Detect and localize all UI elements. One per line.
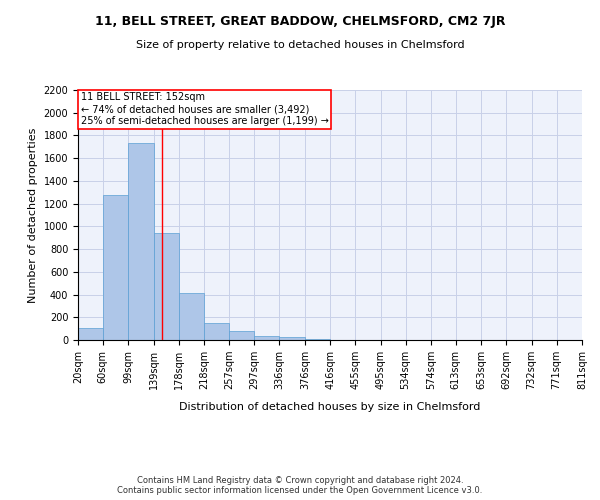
Bar	[280, 337, 305, 340]
Bar	[78, 328, 103, 340]
Bar	[254, 336, 280, 340]
Y-axis label: Number of detached properties: Number of detached properties	[28, 128, 38, 302]
Text: 11 BELL STREET: 152sqm
← 74% of detached houses are smaller (3,492)
25% of semi-: 11 BELL STREET: 152sqm ← 74% of detached…	[80, 92, 328, 126]
Bar	[204, 323, 229, 340]
Bar	[229, 332, 254, 340]
Bar	[179, 293, 204, 340]
Text: Distribution of detached houses by size in Chelmsford: Distribution of detached houses by size …	[179, 402, 481, 412]
Bar	[128, 144, 154, 340]
Bar	[103, 195, 128, 340]
Text: Contains HM Land Registry data © Crown copyright and database right 2024.
Contai: Contains HM Land Registry data © Crown c…	[118, 476, 482, 495]
Bar	[154, 233, 179, 340]
Text: Size of property relative to detached houses in Chelmsford: Size of property relative to detached ho…	[136, 40, 464, 50]
Text: 11, BELL STREET, GREAT BADDOW, CHELMSFORD, CM2 7JR: 11, BELL STREET, GREAT BADDOW, CHELMSFOR…	[95, 15, 505, 28]
